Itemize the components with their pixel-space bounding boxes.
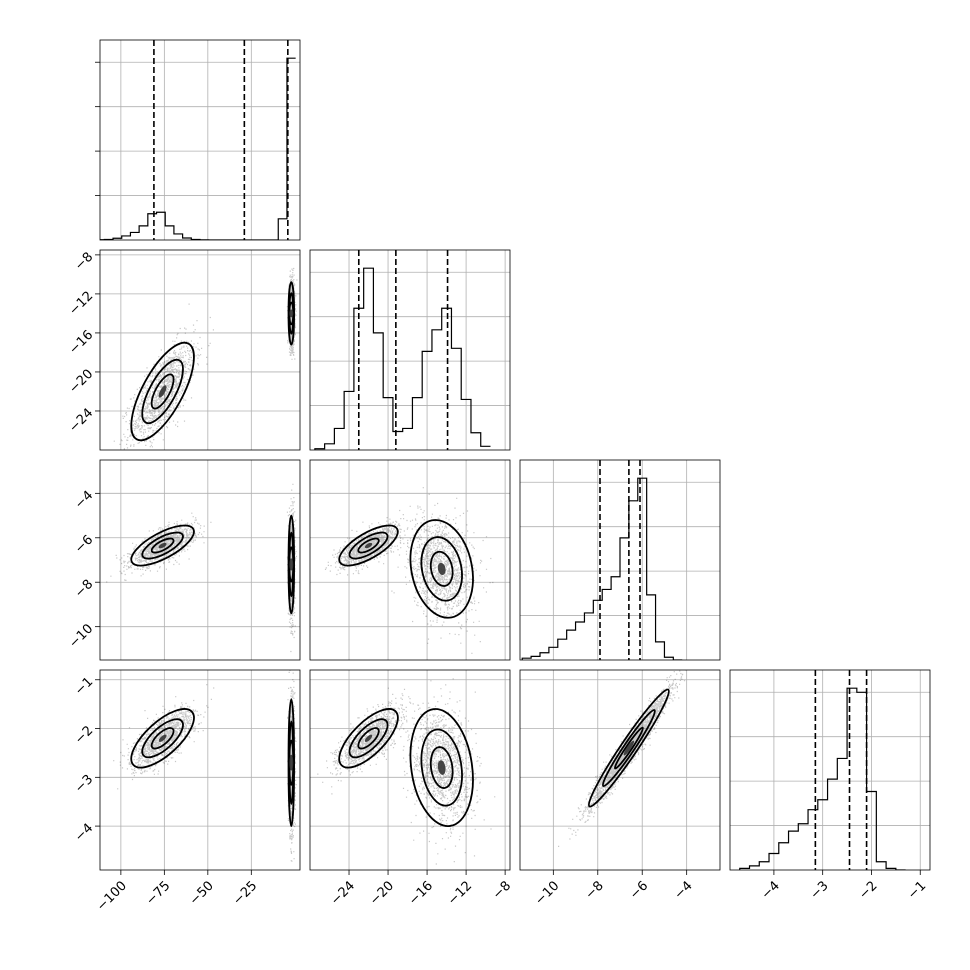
panel-frame-3-1 [309, 669, 511, 871]
histogram-0 [100, 57, 296, 240]
panel-frame-2-1 [309, 459, 511, 661]
scatter-panel-3-1: −24 −20 −16 −12 −8 [309, 669, 514, 908]
xtick-label-3-2: −2 [856, 878, 880, 902]
panel-frame-3-2 [519, 669, 721, 871]
contour-3-2-0-0 [587, 688, 670, 808]
histogram-panel-3: −4 −3 −2 −1 [729, 669, 931, 903]
contour-1-0-0-2 [150, 373, 175, 410]
xtick-label-0-0: −100 [94, 878, 130, 914]
xtick-label-1-3: −12 [445, 878, 475, 908]
xtick-label-2-3: −4 [672, 878, 696, 902]
ytick-label-2-2: −6 [72, 532, 96, 556]
contour-2-0-0-3 [158, 542, 167, 549]
xtick-label-1-4: −8 [490, 878, 514, 902]
histogram-panel-2 [519, 459, 721, 661]
contour-2-1-1-1 [420, 536, 463, 602]
panel-frame-2-2 [519, 459, 721, 661]
xtick-label-0-1: −75 [143, 878, 173, 908]
contour-1-0-0-0 [130, 341, 195, 442]
xtick-label-1-0: −24 [328, 878, 358, 908]
contour-3-2-0-2 [613, 726, 644, 770]
histogram-1 [314, 267, 491, 450]
xtick-label-2-0: −10 [532, 878, 562, 908]
ytick-label-3-1: −3 [72, 772, 96, 796]
contour-3-1-1-0 [409, 708, 474, 827]
xtick-label-3-1: −3 [808, 878, 832, 902]
histogram-3 [739, 687, 906, 870]
contour-2-0-1-3 [289, 558, 294, 571]
ytick-label-3-0: −4 [72, 821, 96, 845]
scatter-panel-1-0: −24 −20 −16 −12 −8 [66, 249, 301, 451]
contour-3-0-0-3 [158, 734, 167, 742]
panel-frame-3-0 [99, 669, 301, 871]
contour-3-1-1-3 [437, 760, 446, 775]
contour-3-1-1-1 [420, 728, 463, 807]
contour-2-1-1-0 [409, 519, 474, 619]
histogram-2 [521, 477, 683, 660]
xtick-label-1-1: −20 [367, 878, 397, 908]
ytick-label-1-4: −8 [72, 250, 96, 274]
scatter-panel-3-2: −10 −8 −6 −4 [519, 669, 721, 908]
panel-frame-3-3 [729, 669, 931, 871]
contour-2-1-0-1 [348, 531, 389, 560]
contour-2-1-1-3 [437, 562, 446, 576]
xtick-label-2-1: −8 [583, 878, 607, 902]
contour-3-1-0-1 [348, 718, 389, 759]
contour-2-1-0-0 [338, 524, 399, 567]
contour-2-1-1-2 [429, 550, 454, 587]
xtick-label-3-3: −1 [905, 878, 929, 902]
contour-2-0-0-1 [141, 531, 184, 560]
contour-3-0-0-0 [130, 708, 195, 769]
contour-3-1-0-2 [357, 727, 380, 750]
scatter-points-3-1 [317, 678, 496, 865]
ytick-label-2-1: −8 [72, 577, 96, 601]
scatter-panel-3-0: −4 −3 −2 −1 −100 −75 −50 −25 [72, 669, 301, 914]
scatter-points-2-0 [106, 483, 297, 653]
panel-frame-1-1 [309, 249, 511, 451]
panel-frame-2-0 [99, 459, 301, 661]
contour-1-0-0-1 [141, 358, 184, 425]
xtick-label-1-2: −16 [406, 878, 436, 908]
scatter-panel-2-1 [309, 459, 511, 661]
xtick-label-0-2: −50 [187, 878, 217, 908]
ytick-label-2-0: −10 [66, 621, 96, 651]
scatter-points-1-0 [113, 267, 298, 450]
contour-2-0-0-2 [150, 537, 175, 554]
scatter-points-3-0 [113, 670, 297, 862]
ytick-label-1-1: −20 [66, 367, 96, 397]
xtick-label-3-0: −4 [759, 878, 783, 902]
contour-3-2-0-3 [623, 740, 635, 756]
contour-3-0-0-2 [150, 727, 175, 750]
panel-frame-0-0 [99, 39, 301, 241]
ytick-label-2-3: −4 [72, 488, 96, 512]
ytick-label-1-2: −16 [66, 328, 96, 358]
contour-2-1-0-2 [357, 537, 380, 554]
contour-2-1-0-3 [364, 542, 373, 549]
scatter-points-3-2 [558, 670, 688, 847]
xtick-label-2-2: −6 [627, 878, 651, 902]
ytick-label-1-0: −24 [66, 406, 96, 436]
ytick-label-1-3: −12 [66, 289, 96, 319]
contour-3-0-0-1 [141, 718, 184, 759]
contour-3-1-1-2 [429, 746, 454, 789]
contour-3-1-0-3 [364, 734, 373, 742]
contour-1-0-1-3 [289, 309, 294, 318]
panel-frame-1-0 [99, 249, 301, 451]
ytick-label-3-2: −2 [72, 723, 96, 747]
contour-2-0-0-0 [130, 524, 195, 567]
scatter-points-2-1 [324, 487, 494, 654]
contour-3-2-0-1 [601, 709, 656, 787]
contour-3-0-1-3 [289, 754, 294, 771]
histogram-panel-1 [309, 249, 511, 451]
contour-1-0-0-3 [158, 385, 167, 398]
histogram-panel-0 [95, 39, 301, 241]
ytick-label-3-3: −1 [72, 674, 96, 698]
scatter-panel-2-0: −10 −8 −6 −4 [66, 459, 301, 661]
xtick-label-0-3: −25 [230, 878, 260, 908]
contour-3-1-0-0 [338, 708, 399, 769]
